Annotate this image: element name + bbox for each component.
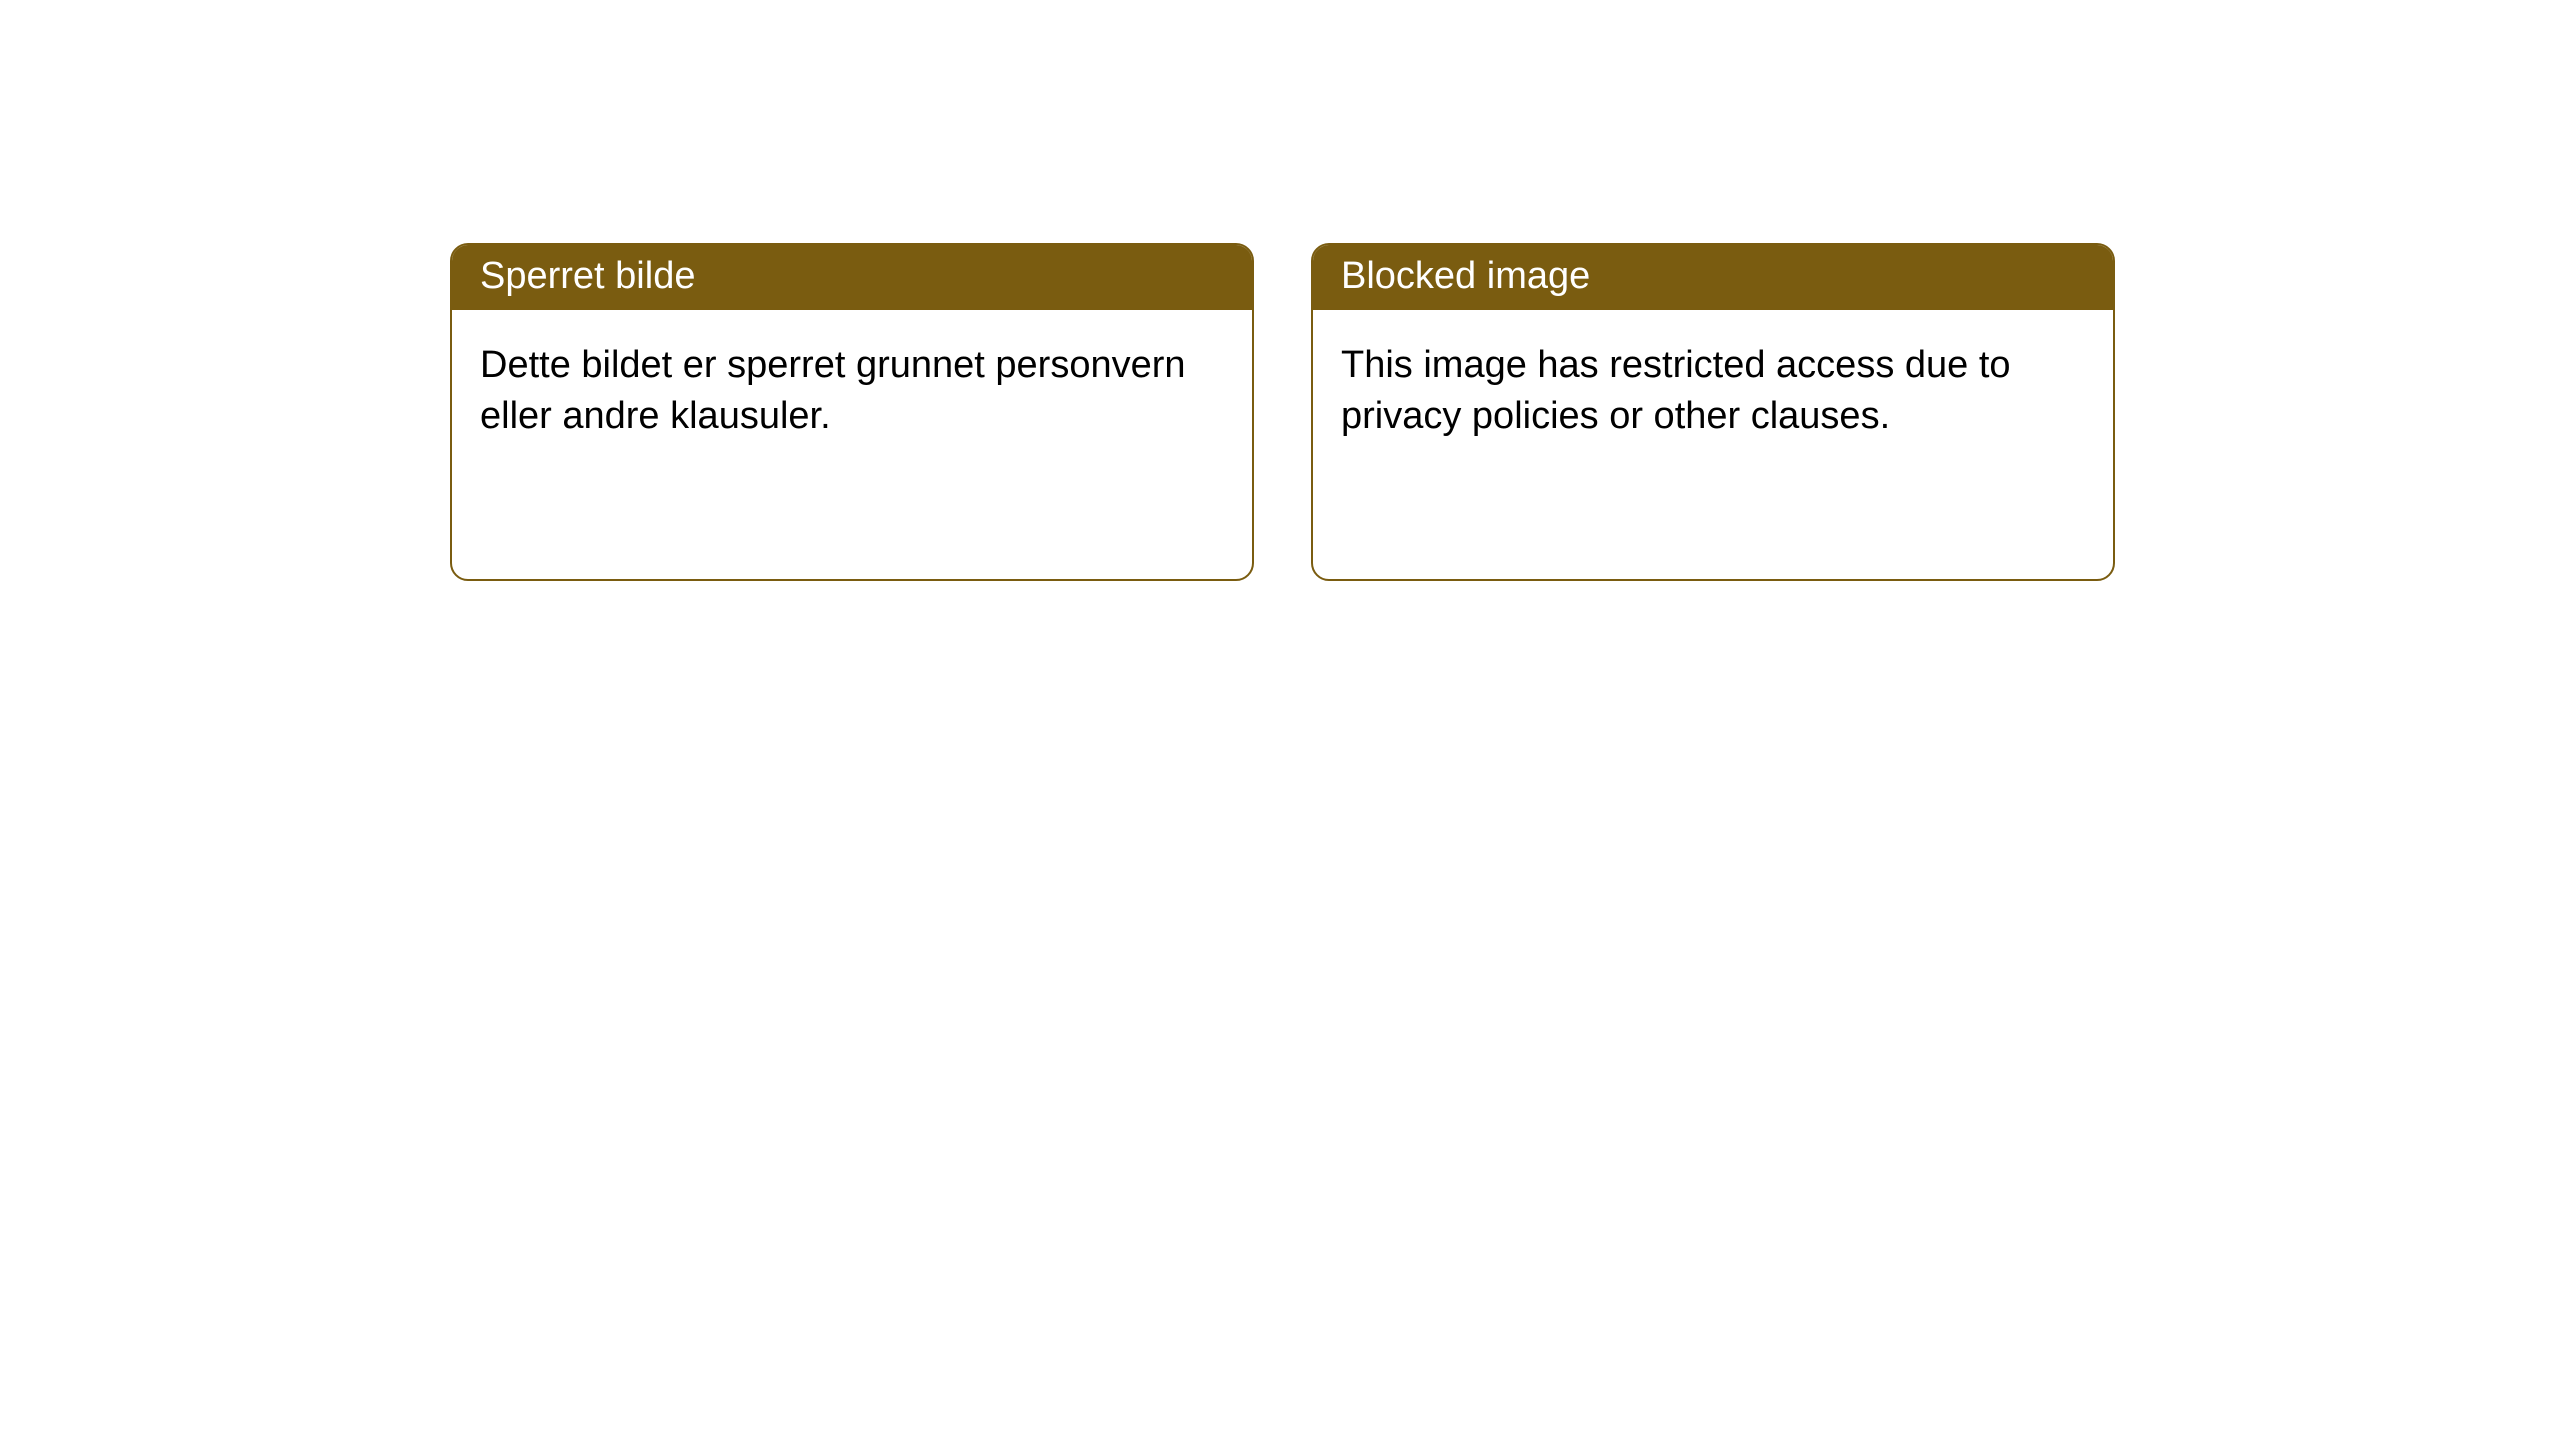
blocked-image-card-en: Blocked image This image has restricted … — [1311, 243, 2115, 581]
card-body-text: This image has restricted access due to … — [1341, 344, 2011, 437]
card-title: Sperret bilde — [480, 255, 695, 297]
card-body: Dette bildet er sperret grunnet personve… — [452, 310, 1252, 473]
card-body-text: Dette bildet er sperret grunnet personve… — [480, 344, 1186, 437]
blocked-image-card-no: Sperret bilde Dette bildet er sperret gr… — [450, 243, 1254, 581]
card-title: Blocked image — [1341, 255, 1590, 297]
notice-container: Sperret bilde Dette bildet er sperret gr… — [450, 243, 2115, 581]
card-header: Blocked image — [1313, 245, 2113, 310]
card-body: This image has restricted access due to … — [1313, 310, 2113, 473]
card-header: Sperret bilde — [452, 245, 1252, 310]
